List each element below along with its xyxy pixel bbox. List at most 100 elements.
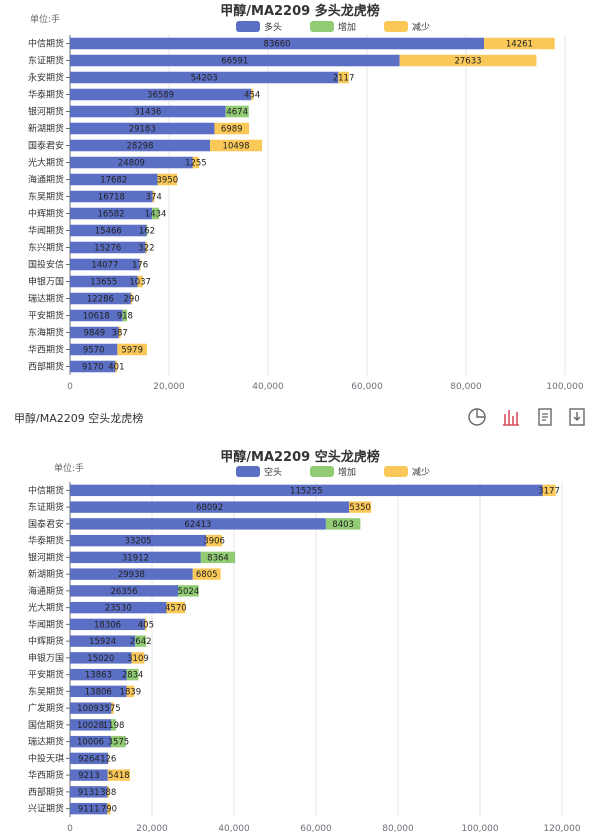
bar-segment[interactable] [70,275,138,288]
bar-segment[interactable] [152,190,155,203]
bar-segment[interactable] [70,88,252,101]
legend-swatch[interactable] [236,466,260,477]
data-view-icon[interactable] [534,406,556,428]
bar-segment[interactable] [70,769,108,781]
bar-segment[interactable] [484,37,555,50]
data-label: 10028 [77,721,104,731]
legend-label[interactable]: 多头 [264,21,282,33]
bar-segment[interactable] [206,534,223,547]
legend-label[interactable]: 增加 [338,466,356,478]
bar-segment[interactable] [70,326,119,339]
bar-segment[interactable] [70,702,112,714]
bar-segment[interactable] [214,122,250,135]
bar-segment[interactable] [70,207,153,220]
bar-segment[interactable] [70,501,350,513]
legend-label[interactable]: 增加 [338,21,356,33]
bar-segment[interactable] [139,258,141,271]
legend-label[interactable]: 减少 [412,466,430,478]
bar-segment[interactable] [251,88,254,101]
bar-segment[interactable] [70,668,127,681]
bar-segment[interactable] [542,484,556,497]
category-label: 申银万国 [28,276,64,288]
bar-segment[interactable] [70,224,147,237]
bar-segment[interactable] [111,702,114,714]
bar-segment[interactable] [70,534,207,547]
bar-segment[interactable] [145,618,147,631]
legend-swatch[interactable] [310,466,334,477]
bar-segment[interactable] [70,685,127,698]
bar-segment[interactable] [192,156,200,169]
bar-segment[interactable] [130,292,133,305]
bar-segment[interactable] [131,652,145,664]
bar-segment[interactable] [117,343,147,356]
download-icon[interactable] [566,406,588,428]
bar-segment[interactable] [349,501,372,513]
bar-segment[interactable] [70,735,112,748]
bar-segment[interactable] [70,105,226,118]
bar-segment[interactable] [70,258,140,271]
bar-segment[interactable] [126,685,135,698]
bar-segment[interactable] [325,518,361,530]
legend-swatch[interactable] [384,466,408,477]
bar-segment[interactable] [70,37,485,50]
bar-segment[interactable] [70,585,179,597]
data-label: 6989 [221,125,243,135]
bar-segment[interactable] [145,241,148,254]
bar-segment[interactable] [70,652,132,664]
bar-segment[interactable] [70,173,158,186]
bar-segment[interactable] [70,292,131,305]
bar-segment[interactable] [70,752,108,765]
bar-segment[interactable] [70,635,136,647]
bar-segment[interactable] [70,54,400,67]
bar-segment[interactable] [70,568,193,580]
bar-segment[interactable] [70,156,193,169]
bar-segment[interactable] [70,71,339,84]
bar-chart-icon[interactable] [500,406,522,428]
bar-segment[interactable] [178,585,199,597]
bar-segment[interactable] [126,668,139,681]
bar-segment[interactable] [70,551,201,564]
bar-segment[interactable] [107,769,130,781]
bar-segment[interactable] [70,786,108,798]
bar-segment[interactable] [70,309,123,322]
bar-segment[interactable] [107,752,109,765]
bar-segment[interactable] [70,719,112,731]
bar-segment[interactable] [118,326,121,339]
bar-segment[interactable] [70,343,118,356]
bar-segment[interactable] [338,71,349,84]
bar-segment[interactable] [70,601,167,614]
bar-segment[interactable] [146,224,148,237]
bar-segment[interactable] [70,190,153,203]
bar-segment[interactable] [192,568,221,580]
bar-segment[interactable] [210,139,263,152]
bar-segment[interactable] [152,207,160,220]
bar-segment[interactable] [70,360,116,373]
bar-segment[interactable] [70,518,326,530]
bar-segment[interactable] [135,635,147,647]
data-label: 23530 [105,604,132,614]
bar-segment[interactable] [107,802,111,815]
bar-segment[interactable] [200,551,236,564]
bar-segment[interactable] [70,802,108,815]
bar-segment[interactable] [166,601,186,614]
bar-segment[interactable] [157,173,178,186]
bar-segment[interactable] [70,618,146,631]
bar-segment[interactable] [70,139,211,152]
legend-label[interactable]: 减少 [412,21,430,33]
bar-segment[interactable] [111,735,126,748]
bar-segment[interactable] [225,105,249,118]
legend-swatch[interactable] [310,21,334,32]
legend-swatch[interactable] [236,21,260,32]
bar-segment[interactable] [111,719,117,731]
bar-segment[interactable] [107,786,110,798]
bar-segment[interactable] [399,54,537,67]
bar-segment[interactable] [70,241,146,254]
legend-swatch[interactable] [384,21,408,32]
bar-segment[interactable] [115,360,118,373]
bar-segment[interactable] [137,275,143,288]
bar-segment[interactable] [70,484,543,497]
bar-segment[interactable] [70,122,215,135]
pie-chart-icon[interactable] [466,406,488,428]
bar-segment[interactable] [122,309,128,322]
legend-label[interactable]: 空头 [264,466,282,478]
